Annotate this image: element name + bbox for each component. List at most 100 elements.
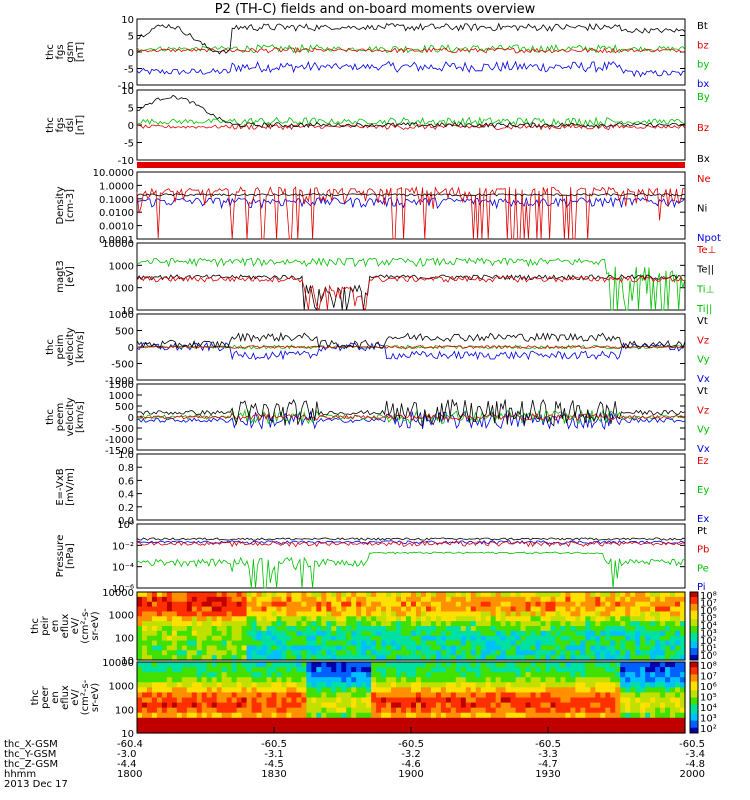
colorbar-cell (690, 663, 698, 667)
spec-cell (311, 592, 317, 598)
spec-cell (291, 697, 298, 704)
spec-cell (316, 682, 322, 688)
colorbar-cell (690, 632, 698, 635)
spec-cell (181, 677, 188, 683)
spec-cell (371, 630, 377, 637)
spec-cell (470, 655, 477, 661)
spec-cell (635, 655, 641, 661)
spec-cell (256, 687, 263, 694)
spec-cell (535, 672, 542, 678)
spec-cell (211, 662, 218, 668)
spec-cell (620, 672, 626, 678)
spec-cell (301, 601, 307, 608)
spec-cell (216, 722, 223, 729)
spec-cell (141, 626, 148, 632)
spec-cell (485, 727, 492, 734)
spec-cell (635, 717, 641, 724)
spec-cell (635, 592, 641, 598)
spec-cell (361, 650, 367, 656)
spec-cell (381, 645, 387, 651)
spec-cell (520, 606, 527, 613)
spec-cell (251, 722, 258, 729)
spec-cell (675, 682, 681, 688)
colorbar-cell (690, 706, 698, 709)
spec-cell (137, 717, 143, 724)
spec-cell (211, 692, 218, 699)
spec-cell (595, 645, 601, 651)
spec-cell (620, 601, 626, 608)
spec-cell (206, 712, 213, 719)
spec-cell (565, 650, 572, 656)
spec-cell (535, 626, 542, 632)
spec-cell (585, 712, 591, 719)
spec-cell (525, 635, 532, 642)
spec-cell (186, 611, 193, 617)
colorbar-cell (690, 654, 698, 658)
spec-cell (535, 635, 542, 642)
spec-cell (675, 667, 681, 673)
spec-cell (650, 712, 656, 719)
spec-cell (435, 667, 442, 673)
spec-cell (650, 707, 656, 714)
spec-cell (495, 630, 502, 637)
spec-cell (625, 606, 631, 613)
spec-cell (141, 621, 148, 627)
spec-cell (246, 702, 253, 709)
spec-cell (510, 635, 517, 642)
spec-cell (246, 717, 253, 724)
spec-cell (361, 667, 367, 673)
colorbar-cell (690, 725, 698, 729)
spec-cell (635, 682, 641, 688)
spec-cell (430, 707, 437, 714)
spec-cell (470, 702, 477, 709)
spec-cell (430, 655, 437, 661)
xtick-gsm-y: -3.0 (117, 749, 137, 760)
spec-cell (321, 707, 327, 714)
spec-cell (585, 606, 591, 613)
spec-cell (530, 727, 537, 734)
spec-cell (341, 621, 347, 627)
spec-cell (585, 717, 591, 724)
spec-cell (615, 677, 621, 683)
spec-cell (296, 606, 302, 613)
spec-cell (226, 640, 233, 647)
legend-Pb: Pb (697, 545, 709, 556)
spec-cell (645, 712, 651, 719)
spec-cell (296, 616, 302, 622)
spec-cell (680, 682, 686, 688)
spec-cell (465, 667, 472, 673)
spec-cell (660, 702, 666, 709)
spec-cell (490, 667, 497, 673)
spec-cell (137, 662, 143, 668)
spec-cell (371, 645, 377, 651)
colorbar-cell (690, 702, 698, 706)
spec-cell (186, 667, 193, 673)
spec-cell (520, 630, 527, 637)
spec-cell (530, 596, 537, 603)
spec-cell (650, 682, 656, 688)
spec-cell (675, 635, 681, 642)
spec-cell (336, 592, 342, 598)
colorbar-cell (690, 603, 698, 607)
colorbar-cell (690, 670, 698, 674)
spec-cell (490, 630, 497, 637)
spec-cell (366, 601, 372, 608)
spec-cell (351, 606, 357, 613)
spec-cell (341, 655, 347, 661)
spec-cell (376, 611, 382, 617)
spec-cell (420, 727, 427, 734)
spec-cell (640, 722, 646, 729)
spec-cell (550, 707, 557, 714)
spec-cell (311, 640, 317, 647)
spec-cell (595, 616, 601, 622)
spec-cell (246, 667, 253, 673)
spec-cell (176, 635, 183, 642)
spec-cell (306, 672, 312, 678)
spec-cell (615, 702, 621, 709)
spec-cell (401, 592, 407, 598)
spec-cell (311, 707, 317, 714)
spec-cell (396, 626, 402, 632)
spec-cell (630, 596, 636, 603)
ylabel-text: [nT] (75, 115, 86, 135)
spec-cell (301, 727, 307, 734)
